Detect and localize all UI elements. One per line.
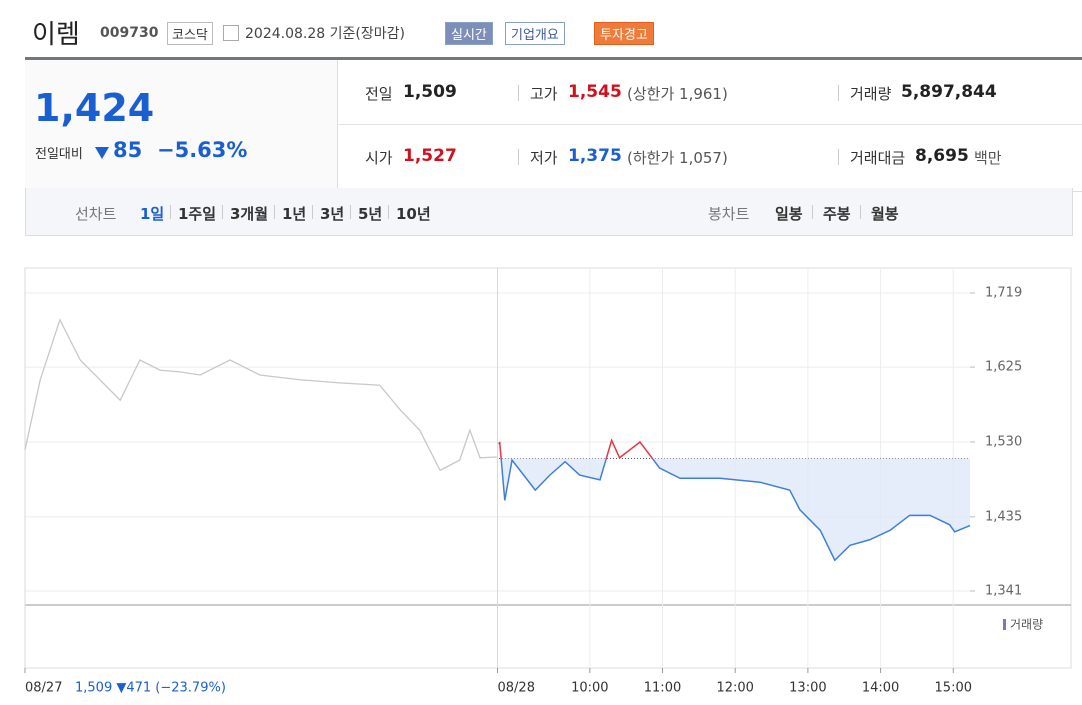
stat-value: 1,527 [403,146,457,166]
y-tick-label: 1,341 [985,584,1022,599]
tab-bar [25,188,1073,236]
area [498,458,970,561]
date: 2024.08.28 기준(장마감) [245,26,405,42]
tab-separator [222,205,223,219]
stat-label: 시가 [365,149,393,167]
tab-separator [388,205,389,219]
company-button[interactable]: 기업개요 [505,22,565,45]
tab-separator [350,205,351,219]
stat-separator [518,149,519,165]
down-arrow [95,147,109,159]
line [500,458,971,562]
change: 85 [113,138,143,162]
tab-separator [170,205,171,219]
tab-label: 선차트 [75,205,117,223]
stat-separator [838,149,839,165]
x-tick-label: 11:00 [644,681,681,696]
x-tick-label: 13:00 [789,681,826,696]
candle-tab[interactable]: 월봉 [871,205,899,223]
realtime-button[interactable]: 실시간 [445,22,493,45]
period-tab[interactable]: 1일 [140,205,165,223]
y-tick-label: 1,530 [985,435,1022,450]
market-badge: 코스닥 [167,22,213,45]
tab-separator [812,205,813,219]
stat-value: 1,509 [403,82,457,102]
price: 1,424 [34,86,155,130]
warning-button[interactable]: 투자경고 [594,22,654,45]
change-rate: −5.63% [157,138,248,162]
plot-frame [24,267,1072,606]
period-tab[interactable]: 3년 [320,205,345,223]
stat-separator [518,85,519,101]
period-tab[interactable]: 10년 [396,205,431,223]
period-tab[interactable]: 1년 [282,205,307,223]
period-tab[interactable]: 5년 [358,205,383,223]
stat-extra: (하한가 1,057) [627,149,728,167]
line [24,318,497,472]
tab-separator [274,205,275,219]
stat-value: 1,375 [568,146,622,166]
stat-label: 전일 [365,85,393,103]
volume-frame [24,604,1072,669]
annotation: 1,509 ▼471 (−23.79%) [75,681,226,696]
stat-extra: 백만 [974,149,1002,167]
candle-tab[interactable]: 주봉 [823,205,851,223]
stat-extra: (상한가 1,961) [627,85,728,103]
stat-value: 5,897,844 [901,82,997,102]
stat-label: 고가 [530,85,558,103]
x-tick-label: 15:00 [935,681,972,696]
row-divider [337,124,1082,125]
period-tab[interactable]: 3개월 [230,205,269,223]
legend-label: 거래량 [1010,618,1043,632]
stock-code: 009730 [100,25,159,41]
tab-separator [860,205,861,219]
stat-separator [838,85,839,101]
x-tick-label: 12:00 [716,681,753,696]
stock-name: 이렘 [32,20,80,50]
stat-value: 8,695 [915,146,969,166]
x-tick-label: 14:00 [862,681,899,696]
calendar-icon [223,25,239,41]
period-tab[interactable]: 1주일 [178,205,217,223]
y-tick-label: 1,625 [985,360,1022,375]
tab-label: 봉차트 [708,205,750,223]
stat-label: 거래대금 [850,149,906,167]
x-tick-label: 08/27 [25,681,62,696]
change-label: 전일대비 [35,147,83,162]
stat-label: 거래량 [850,85,892,103]
stat-value: 1,545 [568,82,622,102]
candle-tab[interactable]: 일봉 [775,205,803,223]
x-tick-label: 10:00 [571,681,608,696]
x-tick-label: 08/28 [498,681,535,696]
y-tick-label: 1,435 [985,509,1022,524]
tab-separator [312,205,313,219]
y-tick-label: 1,719 [985,286,1022,301]
legend-swatch [1003,619,1006,630]
price-cell [25,60,338,188]
stat-label: 저가 [530,149,558,167]
